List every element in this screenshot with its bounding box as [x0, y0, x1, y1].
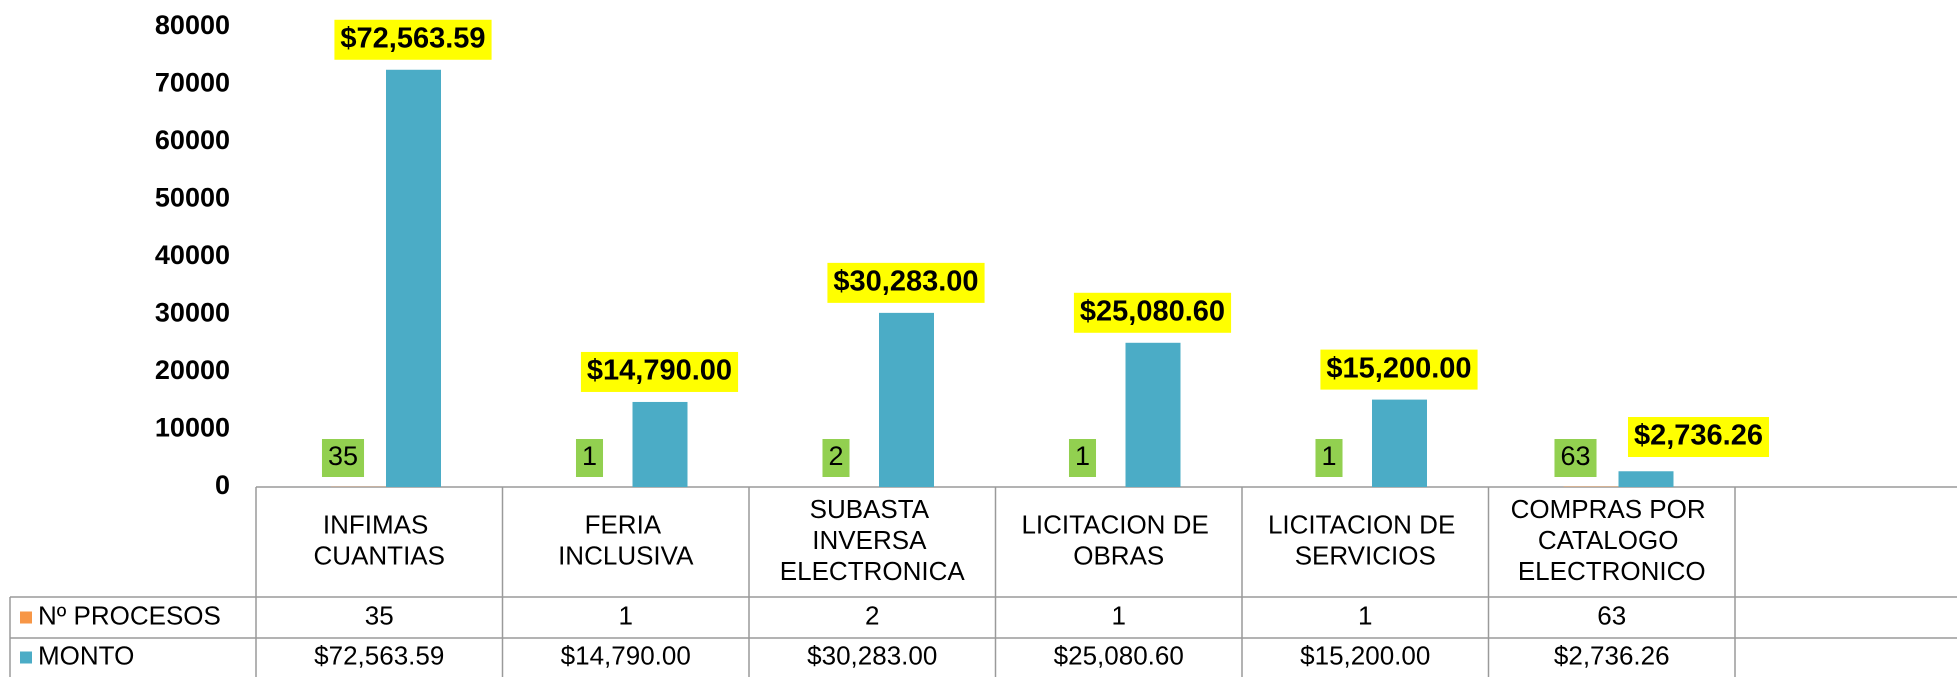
table-cell: 1 — [1358, 600, 1372, 630]
value-label: $14,790.00 — [587, 355, 732, 387]
process-label: 1 — [582, 441, 597, 471]
x-tick-label: LICITACION DE SERVICIOS — [1268, 509, 1463, 570]
value-label-box — [1320, 349, 1478, 390]
bar — [632, 401, 688, 487]
bar — [1125, 342, 1181, 487]
value-label-box — [1073, 292, 1232, 333]
legend-label: MONTO — [38, 640, 134, 670]
x-tick-label: INFIMAS CUANTIAS — [314, 509, 445, 570]
value-label: $25,080.60 — [1080, 295, 1225, 327]
x-tick-label: LICITACION DE OBRAS — [1021, 509, 1216, 570]
value-label-box — [580, 351, 739, 392]
y-tick-label: 20000 — [155, 355, 230, 385]
process-label: 1 — [1321, 441, 1336, 471]
bar — [386, 69, 441, 487]
x-tick-label: FERIA INCLUSIVA — [558, 509, 694, 570]
table-cell: 2 — [865, 600, 879, 630]
table-cell: $25,080.60 — [1054, 640, 1184, 670]
process-label: 63 — [1560, 441, 1590, 471]
y-tick-label: 50000 — [155, 183, 230, 213]
process-label: 2 — [828, 441, 843, 471]
process-label-box — [1315, 439, 1343, 477]
table-cell: $30,283.00 — [807, 640, 937, 670]
y-tick-label: 40000 — [155, 240, 230, 270]
legend-swatch — [20, 611, 32, 624]
value-label: $15,200.00 — [1326, 352, 1471, 384]
y-tick-label: 80000 — [155, 10, 230, 40]
legend-swatch — [20, 651, 32, 664]
process-label-box — [1068, 439, 1097, 477]
value-label: $2,736.26 — [1634, 420, 1763, 452]
process-label: 35 — [328, 441, 358, 471]
process-label-box — [1554, 439, 1597, 477]
bar — [1618, 471, 1674, 487]
bar — [1372, 399, 1427, 487]
value-label-box — [334, 19, 492, 60]
bar — [879, 312, 934, 487]
value-label: $30,283.00 — [833, 266, 978, 298]
table-cell: $72,563.59 — [314, 640, 444, 670]
legend-label: Nº PROCESOS — [38, 600, 221, 630]
table-cell: $2,736.26 — [1554, 640, 1670, 670]
process-label: 1 — [1075, 441, 1090, 471]
table-cell: 1 — [619, 600, 633, 630]
y-tick-label: 0 — [215, 470, 230, 500]
value-label-box — [827, 262, 985, 303]
value-label-box — [1627, 417, 1770, 457]
y-tick-label: 30000 — [155, 298, 230, 328]
table-cell: 1 — [1112, 600, 1126, 630]
table-cell: $14,790.00 — [561, 640, 691, 670]
y-tick-label: 10000 — [155, 413, 230, 443]
x-tick-label: SUBASTA INVERSA ELECTRONICA — [780, 494, 966, 586]
process-label-box — [321, 439, 365, 477]
y-tick-label: 60000 — [155, 125, 230, 155]
table-cell: 35 — [365, 600, 394, 630]
value-label: $72,563.59 — [340, 22, 485, 54]
y-tick-label: 70000 — [155, 68, 230, 98]
table-cell: 63 — [1597, 600, 1626, 630]
x-tick-label: COMPRAS POR CATALOGO ELECTRONICO — [1511, 494, 1713, 586]
process-label-box — [575, 439, 604, 477]
table-cell: $15,200.00 — [1300, 640, 1430, 670]
process-label-box — [822, 439, 850, 477]
